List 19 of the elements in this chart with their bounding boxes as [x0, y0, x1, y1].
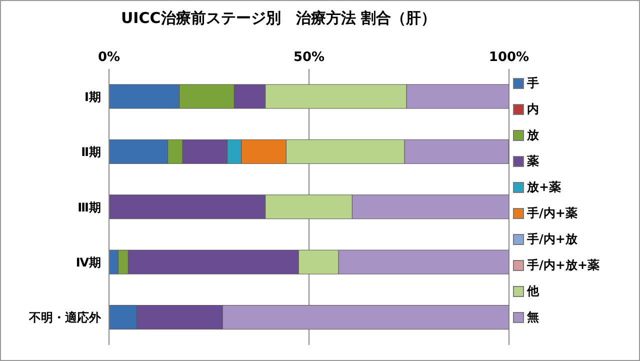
x-tick-label: 100% [488, 50, 530, 65]
chart-title: UICC治療前ステージ別 治療方法 割合（肝） [120, 9, 437, 28]
x-tick-label: 50% [293, 50, 325, 65]
legend-label: 他 [527, 282, 539, 300]
legend-label: 放+薬 [527, 178, 562, 196]
x-tick-label: 0% [98, 50, 120, 65]
y-tick-label: 不明・適応外 [28, 310, 102, 325]
legend-label: 手 [527, 74, 539, 92]
legend-label: 手/内+放 [527, 230, 578, 248]
y-tick-label: Ⅲ期 [78, 200, 101, 214]
y-tick-label: Ⅰ期 [84, 90, 101, 104]
legend-label: 無 [527, 308, 539, 326]
legend-label: 放 [527, 126, 539, 144]
legend-label: 手/内+薬 [527, 204, 578, 222]
y-tick-label: Ⅱ期 [81, 145, 101, 160]
legend-label: 内 [527, 100, 539, 118]
y-tick-label: Ⅳ期 [76, 255, 101, 270]
legend-label: 薬 [527, 152, 539, 170]
legend-label: 手/内+放+薬 [527, 256, 600, 274]
